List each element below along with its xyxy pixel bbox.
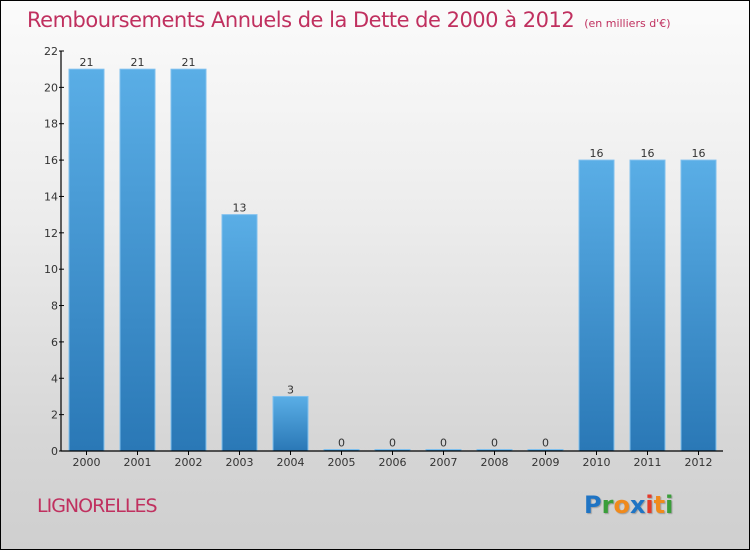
data-label-2008: 0: [491, 437, 498, 450]
logo-letter: x: [629, 491, 646, 519]
data-label-2006: 0: [389, 437, 396, 450]
data-label-2012: 16: [692, 147, 706, 160]
x-tick-label-2011: 2011: [634, 456, 662, 469]
title-text: Remboursements Annuels de la Dette de 20…: [27, 8, 575, 32]
y-tick-label-10: 10: [44, 263, 58, 276]
data-label-2000: 21: [80, 56, 94, 69]
data-label-2003: 13: [233, 202, 247, 215]
logo-letter: P: [584, 491, 602, 519]
x-tick-label-2000: 2000: [73, 456, 101, 469]
y-tick-label-20: 20: [44, 81, 58, 94]
y-tick-label-16: 16: [44, 154, 58, 167]
x-tick-label-2008: 2008: [481, 456, 509, 469]
data-label-2009: 0: [542, 437, 549, 450]
x-tick-label-2003: 2003: [226, 456, 254, 469]
logo-letter: i: [665, 491, 674, 519]
x-tick-label-2012: 2012: [685, 456, 713, 469]
logo-letter: o: [613, 491, 630, 519]
y-tick-label-0: 0: [51, 445, 58, 458]
logo-letter: t: [653, 491, 666, 519]
bar-2012: [680, 159, 717, 452]
x-tick-label-2001: 2001: [124, 456, 152, 469]
data-label-2002: 21: [182, 56, 196, 69]
y-tick-label-2: 2: [51, 409, 58, 422]
x-tick-label-2009: 2009: [532, 456, 560, 469]
x-tick-label-2004: 2004: [277, 456, 305, 469]
x-tick-label-2005: 2005: [328, 456, 356, 469]
x-tick-label-2007: 2007: [430, 456, 458, 469]
bar-2010: [578, 159, 615, 452]
y-tick-label-12: 12: [44, 227, 58, 240]
bar-2002: [170, 68, 207, 452]
x-tick-label-2006: 2006: [379, 456, 407, 469]
chart-subtitle: (en milliers d'€): [584, 17, 671, 30]
x-tick-label-2010: 2010: [583, 456, 611, 469]
data-label-2001: 21: [131, 56, 145, 69]
bar-2004: [272, 395, 309, 452]
chart-title: Remboursements Annuels de la Dette de 20…: [27, 8, 670, 32]
data-label-2007: 0: [440, 437, 447, 450]
logo-letter: i: [645, 491, 654, 519]
y-tick-label-8: 8: [51, 300, 58, 313]
y-tick-label-6: 6: [51, 336, 58, 349]
bar-2003: [221, 214, 258, 452]
y-tick-label-4: 4: [51, 372, 58, 385]
bar-2011: [629, 159, 666, 452]
x-tick-label-2002: 2002: [175, 456, 203, 469]
data-label-2011: 16: [641, 147, 655, 160]
proxiti-logo[interactable]: Proxiti: [584, 491, 673, 519]
data-label-2005: 0: [338, 437, 345, 450]
y-tick-label-14: 14: [44, 190, 58, 203]
data-label-2004: 3: [287, 383, 294, 396]
commune-name: LIGNORELLES: [37, 495, 158, 517]
y-tick-label-22: 22: [44, 45, 58, 58]
logo-letter: r: [601, 491, 614, 519]
bar-2001: [119, 68, 156, 452]
bar-2000: [68, 68, 105, 452]
data-label-2010: 16: [590, 147, 604, 160]
y-tick-label-18: 18: [44, 118, 58, 131]
